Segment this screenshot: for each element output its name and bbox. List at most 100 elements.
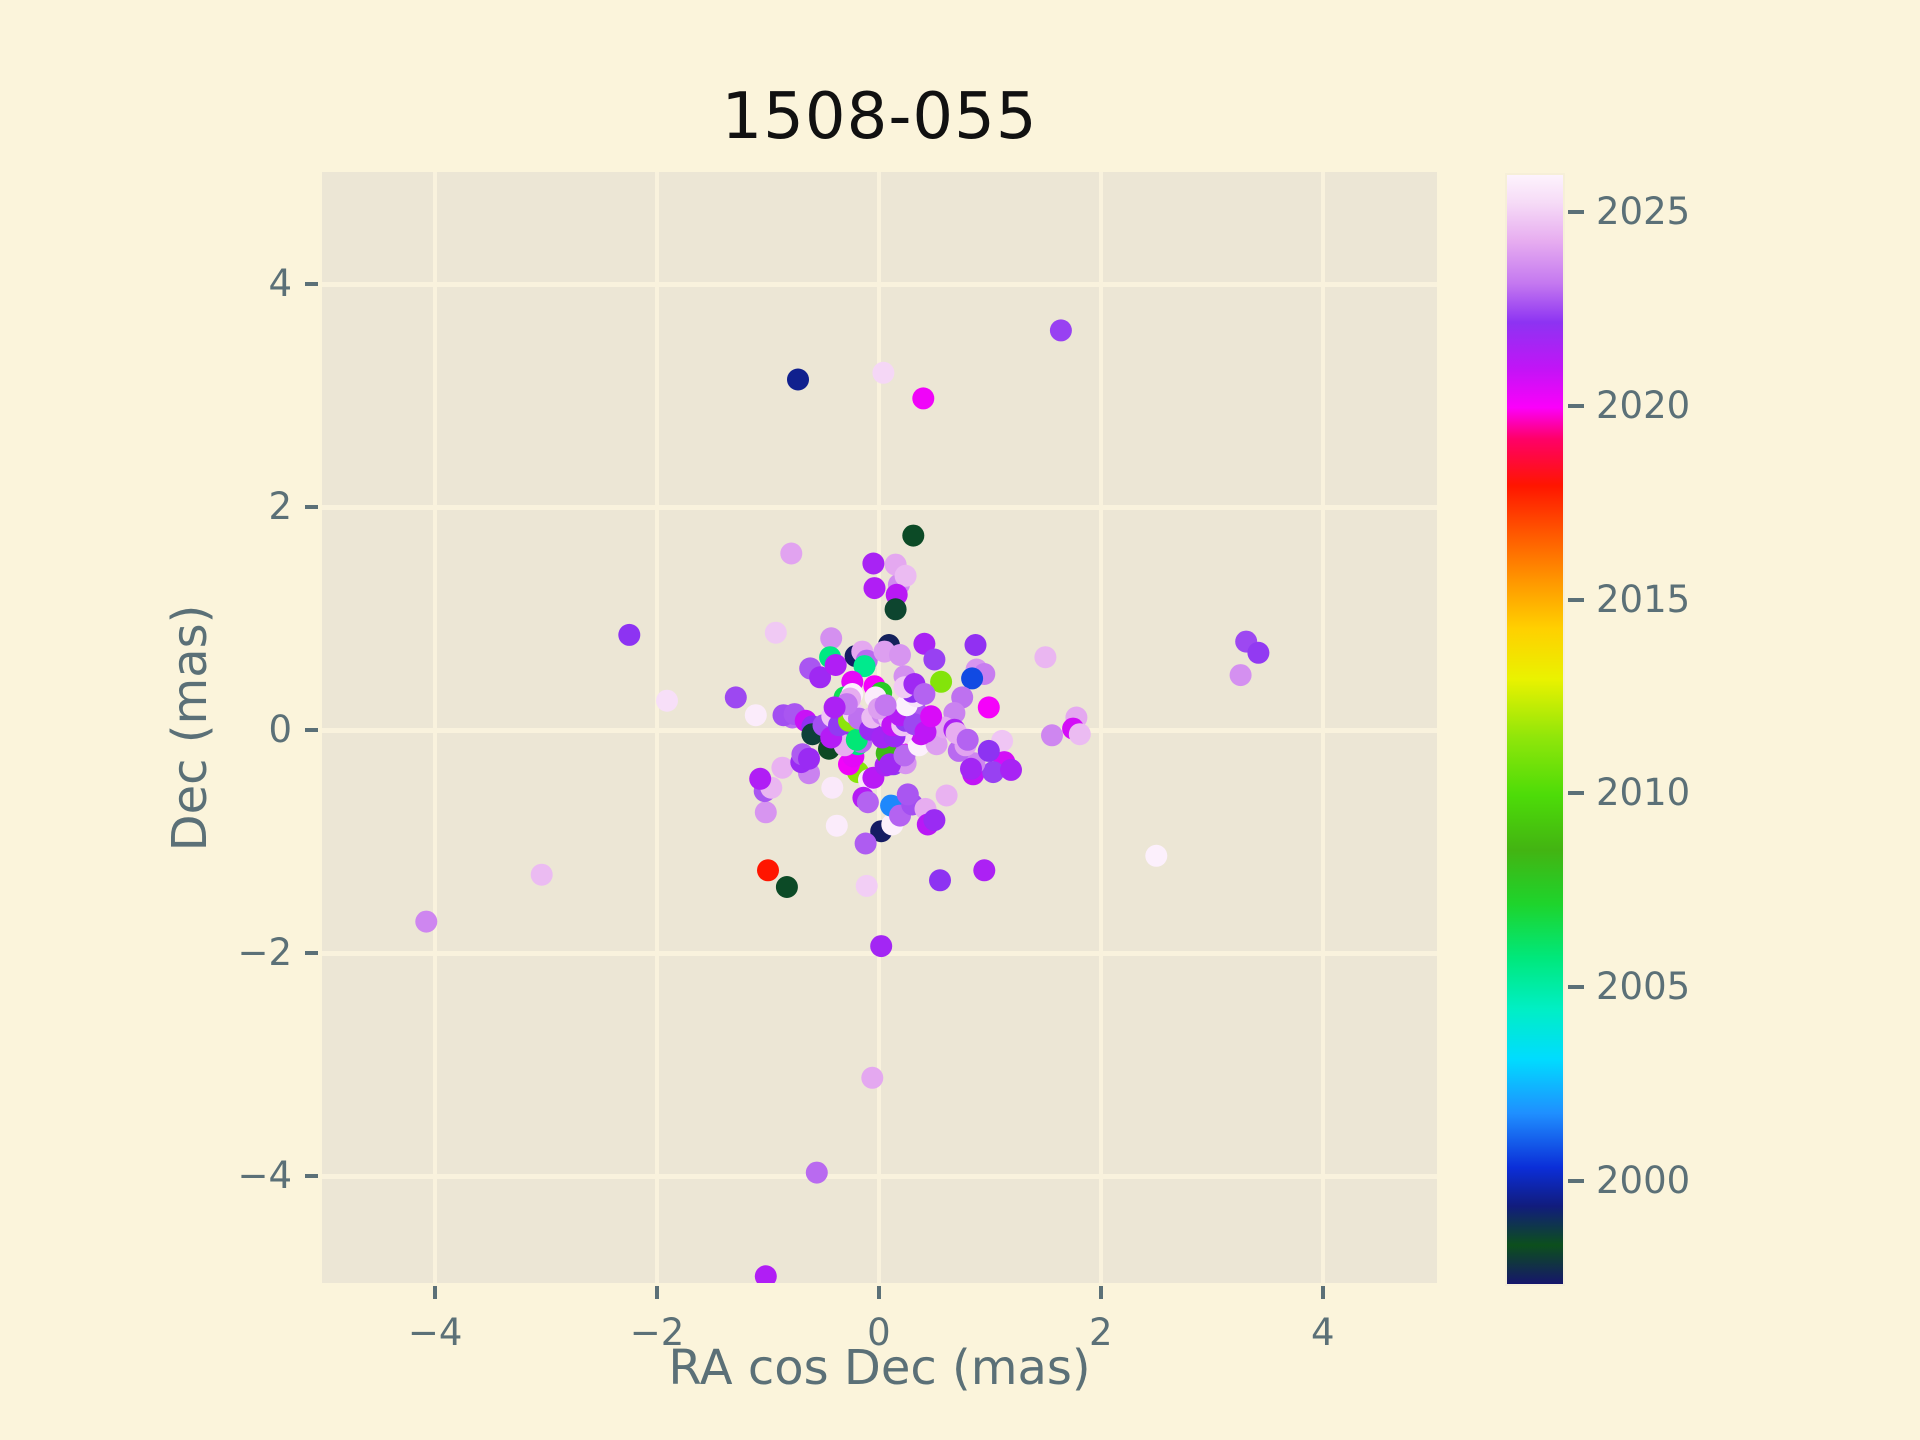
colorbar-tick-mark <box>1568 985 1584 990</box>
scatter-point <box>780 542 803 565</box>
scatter-point <box>821 776 844 799</box>
x-tick-label: 2 <box>1089 1311 1113 1354</box>
x-tick-mark <box>433 1286 438 1299</box>
scatter-point <box>656 689 678 712</box>
scatter-point <box>961 667 984 690</box>
scatter-point <box>863 577 886 600</box>
colorbar-tick-label: 2025 <box>1596 189 1691 233</box>
y-axis-label: Dec (mas) <box>162 604 218 852</box>
colorbar-tick-mark <box>1568 791 1584 796</box>
scatter-point <box>912 387 935 410</box>
y-tick-mark <box>305 281 318 286</box>
x-tick-label: −2 <box>629 1311 685 1354</box>
chart-title: 1508-055 <box>721 80 1038 154</box>
scatter-point <box>749 767 772 790</box>
scatter-point <box>771 756 794 779</box>
scatter-point <box>1049 319 1072 342</box>
scatter-point <box>1145 844 1168 867</box>
y-tick-mark <box>305 727 318 732</box>
y-tick-mark <box>305 950 318 955</box>
y-tick-label: −4 <box>237 1153 292 1197</box>
y-tick-label: −2 <box>237 930 292 974</box>
scatter-point <box>920 705 943 728</box>
scatter-point <box>757 859 779 882</box>
scatter-point <box>982 761 1005 784</box>
scatter-point <box>889 644 911 666</box>
colorbar-tick-label: 2000 <box>1596 1159 1691 1203</box>
scatter-point <box>977 696 1000 719</box>
scatter-point <box>530 863 553 886</box>
x-gridline <box>655 172 660 1283</box>
scatter-point <box>1068 723 1091 746</box>
scatter-point <box>787 368 809 391</box>
y-gridline <box>322 1173 1437 1179</box>
scatter-point <box>754 1265 777 1283</box>
y-gridline <box>322 281 1437 287</box>
scatter-point <box>805 1161 828 1184</box>
scatter-point <box>902 524 925 547</box>
scatter-point <box>1247 641 1270 664</box>
y-tick-label: 2 <box>268 484 292 528</box>
scatter-point <box>862 552 885 575</box>
colorbar-tick-label: 2005 <box>1596 965 1691 1009</box>
colorbar-tick-mark <box>1568 597 1584 602</box>
scatter-points-layer <box>415 319 1270 1283</box>
scatter-point <box>820 627 843 650</box>
scatter-point <box>923 809 946 832</box>
scatter-point <box>809 666 832 689</box>
scatter-point <box>913 683 936 705</box>
x-gridline <box>433 172 438 1283</box>
colorbar-tick-mark <box>1568 209 1584 214</box>
scatter-point <box>884 598 907 621</box>
scatter-point <box>618 623 641 646</box>
scatter-point <box>855 874 878 897</box>
scatter-point <box>930 670 953 693</box>
x-tick-mark <box>655 1286 660 1299</box>
x-tick-mark <box>1098 1286 1103 1299</box>
scatter-point <box>870 935 893 958</box>
scatter-point <box>923 648 946 671</box>
x-tick-label: 0 <box>867 1311 891 1354</box>
scatter-point <box>754 801 777 824</box>
scatter-point <box>775 876 798 898</box>
scatter-point <box>929 869 951 892</box>
scatter-point <box>935 784 958 807</box>
scatter-point <box>744 704 767 727</box>
scatter-point <box>964 634 987 656</box>
scatter-point <box>872 361 895 384</box>
colorbar-tick-label: 2020 <box>1596 383 1691 427</box>
scatter-point <box>856 791 879 814</box>
scatter-point <box>415 910 438 933</box>
scatter-point <box>1229 664 1252 687</box>
scatter-point <box>1000 758 1022 781</box>
x-gridline <box>1098 172 1103 1283</box>
colorbar-tick-label: 2015 <box>1596 577 1691 621</box>
x-axis-label: RA cos Dec (mas) <box>668 1340 1091 1396</box>
scatter-point <box>956 728 979 751</box>
scatter-point <box>764 621 787 644</box>
scatter-point <box>960 757 982 780</box>
scatter-point <box>724 686 747 709</box>
scatter-point <box>854 832 877 855</box>
scatter-point <box>874 694 897 717</box>
y-tick-label: 0 <box>268 707 292 751</box>
scatter-point <box>861 1066 884 1089</box>
scatter-point <box>825 814 848 837</box>
scatter-point <box>894 564 917 587</box>
x-tick-label: −4 <box>407 1311 463 1354</box>
scatter-point <box>913 632 936 655</box>
colorbar-tick-mark <box>1568 403 1584 408</box>
scatter-point <box>1041 724 1063 747</box>
x-tick-mark <box>1320 1286 1325 1299</box>
scatter-point <box>896 783 919 806</box>
y-gridline <box>322 504 1437 510</box>
scatter-point <box>1034 646 1057 669</box>
y-tick-label: 4 <box>268 261 292 305</box>
y-tick-mark <box>305 1173 318 1178</box>
x-gridline <box>1320 172 1325 1283</box>
colorbar-tick-label: 2010 <box>1596 771 1691 815</box>
scatter-point <box>823 696 846 719</box>
scatter-point <box>824 654 847 676</box>
plot-area <box>322 172 1437 1283</box>
scatter-point <box>798 747 820 770</box>
